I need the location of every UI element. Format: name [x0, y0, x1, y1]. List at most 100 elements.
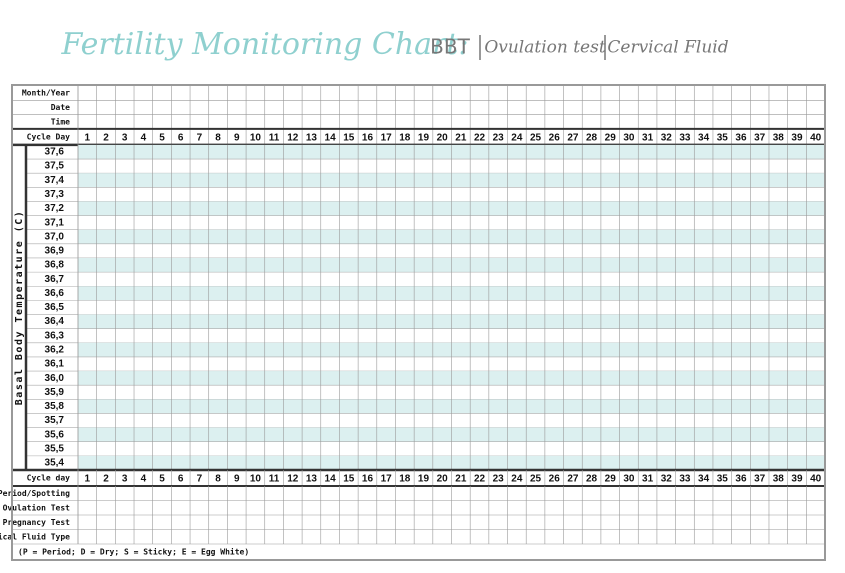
day-number: 28 — [586, 474, 598, 485]
day-number: 17 — [381, 133, 393, 144]
day-number: 5 — [159, 474, 165, 485]
day-number: 36 — [735, 474, 747, 485]
row-label: Date — [51, 103, 70, 112]
legend: (P = Period; D = Dry; S = Sticky; E = Eg… — [18, 547, 249, 557]
day-number: 1 — [85, 133, 91, 144]
temperature-label: 35,6 — [45, 429, 65, 440]
temperature-label: 36,0 — [45, 373, 65, 384]
axis-label: Basal Body Temperature (C) — [14, 210, 25, 406]
day-number: 23 — [493, 474, 505, 485]
day-number: 26 — [549, 133, 561, 144]
day-number: 40 — [810, 133, 822, 144]
day-number: 7 — [197, 474, 203, 485]
day-number: 22 — [474, 474, 486, 485]
temperature-label: 37,4 — [45, 175, 65, 186]
temperature-label: 37,3 — [45, 189, 65, 200]
day-number: 31 — [642, 474, 654, 485]
day-number: 38 — [773, 133, 785, 144]
row-label: Month/Year — [22, 89, 70, 98]
day-number: 21 — [455, 474, 467, 485]
day-number: 4 — [141, 133, 147, 144]
day-number: 38 — [773, 474, 785, 485]
temperature-label: 36,3 — [45, 330, 65, 341]
day-number: 12 — [287, 474, 299, 485]
day-number: 10 — [250, 474, 262, 485]
day-number: 25 — [530, 133, 542, 144]
temperature-label: 35,8 — [45, 401, 65, 412]
day-number: 9 — [234, 474, 240, 485]
day-number: 35 — [717, 474, 729, 485]
temperature-label: 36,5 — [45, 302, 65, 313]
day-number: 30 — [623, 133, 635, 144]
day-number: 39 — [791, 474, 803, 485]
day-number: 2 — [103, 133, 109, 144]
temperature-label: 37,2 — [45, 203, 65, 214]
subtitle-part: Cervical Fluid — [607, 38, 728, 58]
row-label: Cervical Fluid Type — [0, 531, 70, 541]
day-number: 25 — [530, 474, 542, 485]
day-number: 30 — [623, 474, 635, 485]
day-number: 5 — [159, 133, 165, 144]
row-label: Cycle day — [27, 474, 71, 483]
day-number: 27 — [567, 474, 579, 485]
day-number: 33 — [679, 474, 691, 485]
day-number: 2 — [103, 474, 109, 485]
day-number: 24 — [511, 133, 523, 144]
day-number: 8 — [215, 133, 221, 144]
day-number: 20 — [437, 474, 449, 485]
day-number: 9 — [234, 133, 240, 144]
day-number: 19 — [418, 474, 430, 485]
temperature-label: 35,5 — [45, 443, 65, 454]
row-label: Cycle Day — [27, 132, 71, 141]
row-label: Pregnancy Test — [3, 518, 71, 527]
day-number: 3 — [122, 133, 128, 144]
day-number: 7 — [197, 133, 203, 144]
temperature-label: 37,1 — [45, 217, 65, 228]
day-number: 15 — [343, 474, 355, 485]
subtitle-part: BBT — [430, 35, 470, 59]
day-number: 26 — [549, 474, 561, 485]
subtitle-part: Ovulation test — [484, 38, 606, 58]
day-number: 18 — [399, 133, 411, 144]
temperature-label: 36,1 — [45, 359, 65, 370]
day-number: 21 — [455, 133, 467, 144]
temperature-label: 37,6 — [45, 147, 65, 158]
temperature-label: 37,0 — [45, 231, 65, 242]
temperature-label: 36,9 — [45, 246, 65, 257]
day-number: 34 — [698, 133, 710, 144]
title: Fertility Monitoring Chart: — [60, 27, 468, 62]
row-label: Period/Spotting — [0, 488, 70, 498]
temperature-label: 36,6 — [45, 288, 65, 299]
day-number: 29 — [605, 133, 617, 144]
temperature-label: 35,4 — [45, 458, 65, 469]
day-number: 31 — [642, 133, 654, 144]
day-number: 12 — [287, 133, 299, 144]
day-number: 23 — [493, 133, 505, 144]
row-label: Time — [51, 116, 70, 126]
day-number: 40 — [810, 474, 822, 485]
day-number: 14 — [325, 474, 337, 485]
day-number: 32 — [661, 133, 673, 144]
temperature-label: 35,7 — [45, 415, 65, 426]
day-number: 6 — [178, 133, 184, 144]
day-number: 17 — [381, 474, 393, 485]
day-number: 39 — [791, 133, 803, 144]
day-number: 20 — [437, 133, 449, 144]
day-number: 19 — [418, 133, 430, 144]
day-number: 33 — [679, 133, 691, 144]
day-number: 16 — [362, 474, 374, 485]
day-number: 18 — [399, 474, 411, 485]
temperature-label: 36,7 — [45, 274, 65, 285]
temperature-label: 36,4 — [45, 316, 65, 327]
day-number: 35 — [717, 133, 729, 144]
day-number: 32 — [661, 474, 673, 485]
day-number: 28 — [586, 133, 598, 144]
day-number: 29 — [605, 474, 617, 485]
row-label: Ovulation Test — [3, 502, 71, 512]
table-border — [11, 84, 826, 561]
day-number: 15 — [343, 133, 355, 144]
day-number: 10 — [250, 133, 262, 144]
day-number: 14 — [325, 133, 337, 144]
